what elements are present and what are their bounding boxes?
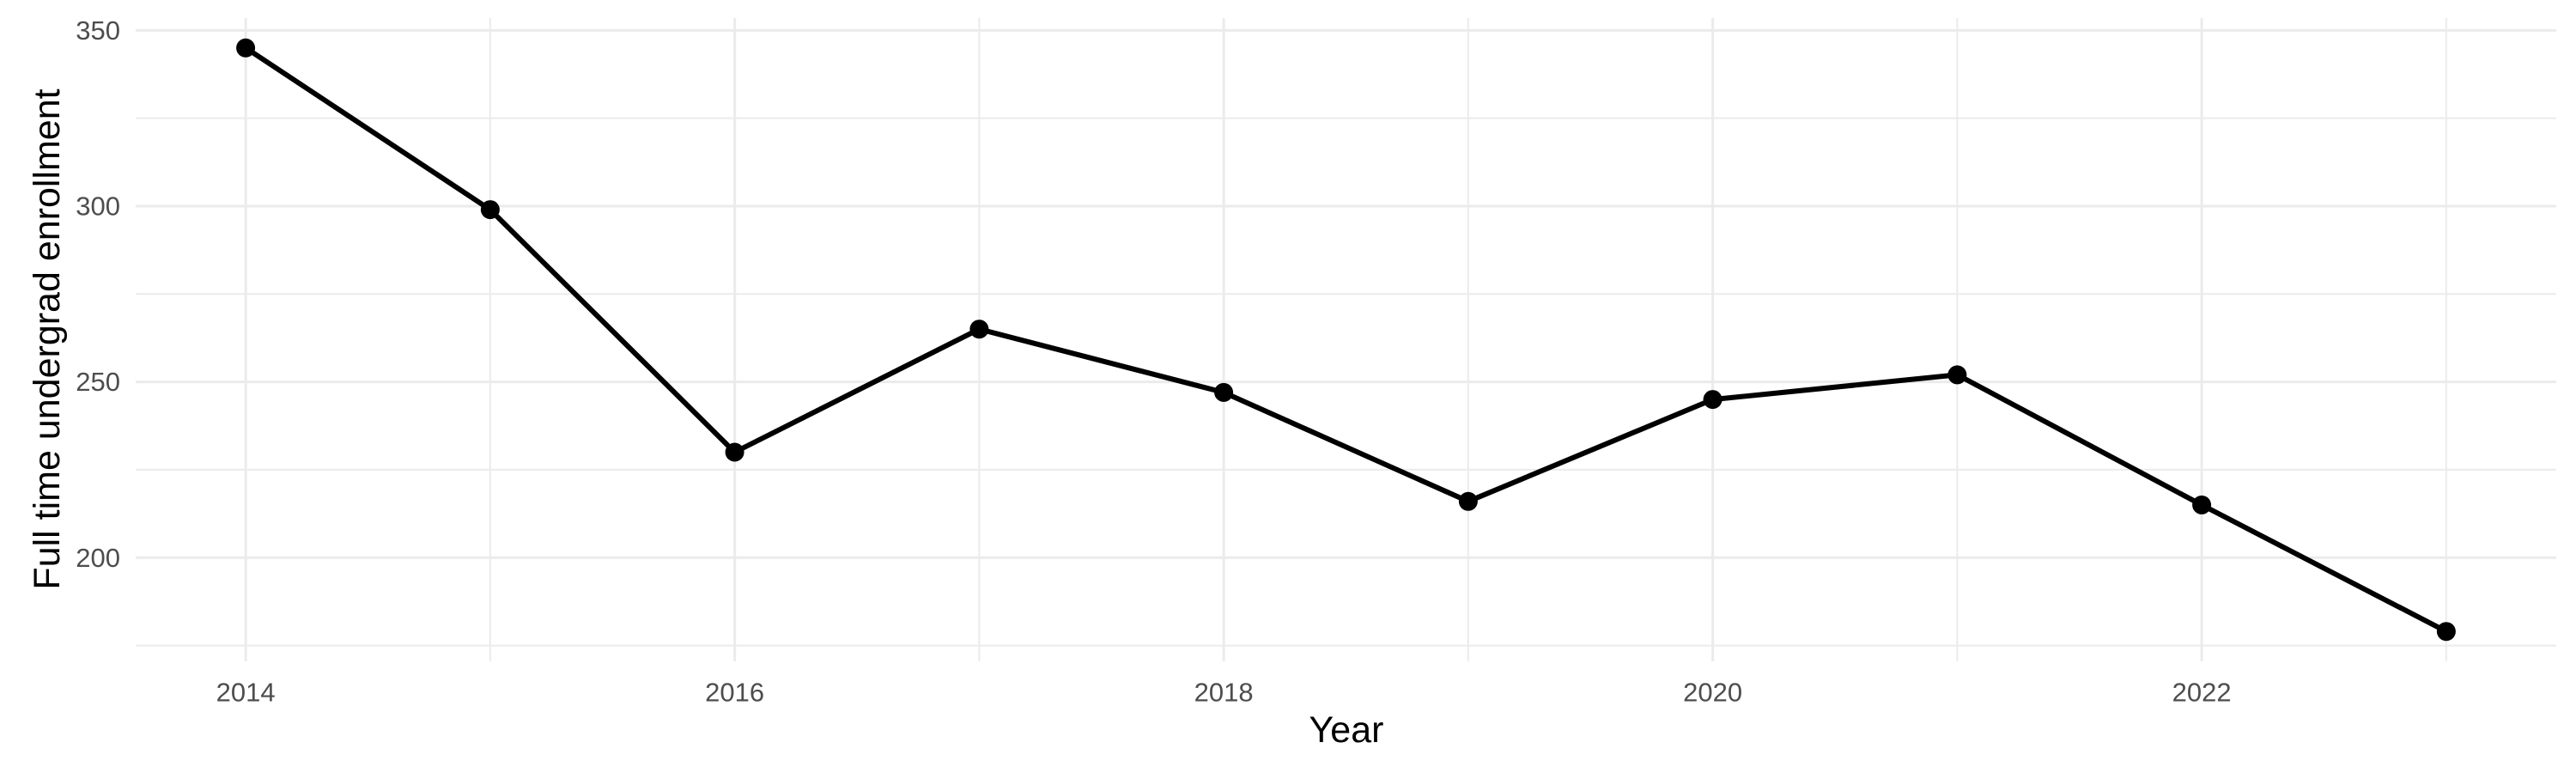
- y-axis-title: Full time undergrad enrollment: [27, 88, 68, 589]
- x-tick-label-2014: 2014: [216, 678, 276, 708]
- y-tick-label-350: 350: [76, 15, 120, 46]
- data-point-2017: [969, 320, 989, 339]
- data-point-2023: [2436, 622, 2456, 642]
- data-point-2015: [480, 200, 500, 220]
- y-tick-label-300: 300: [76, 191, 120, 221]
- data-point-2020: [1703, 390, 1722, 410]
- y-tick-label-200: 200: [76, 543, 120, 573]
- x-tick-label-2016: 2016: [705, 678, 764, 708]
- tick-label-layer: 200 250 300 350 2014 2016 2018 2020 2022: [76, 15, 2231, 708]
- x-tick-label-2022: 2022: [2172, 678, 2232, 708]
- x-axis-title: Year: [1309, 709, 1384, 751]
- data-point-2016: [725, 442, 744, 462]
- grid-layer: [136, 18, 2556, 661]
- x-tick-label-2020: 2020: [1683, 678, 1742, 708]
- series-layer: [236, 38, 2456, 642]
- y-tick-label-250: 250: [76, 367, 120, 397]
- series-line: [244, 46, 2448, 634]
- data-point-2019: [1458, 491, 1478, 511]
- data-point-2014: [236, 38, 256, 58]
- x-tick-label-2018: 2018: [1194, 678, 1254, 708]
- data-point-2021: [1947, 365, 1967, 385]
- data-point-2022: [2192, 495, 2212, 514]
- data-point-2018: [1214, 382, 1234, 402]
